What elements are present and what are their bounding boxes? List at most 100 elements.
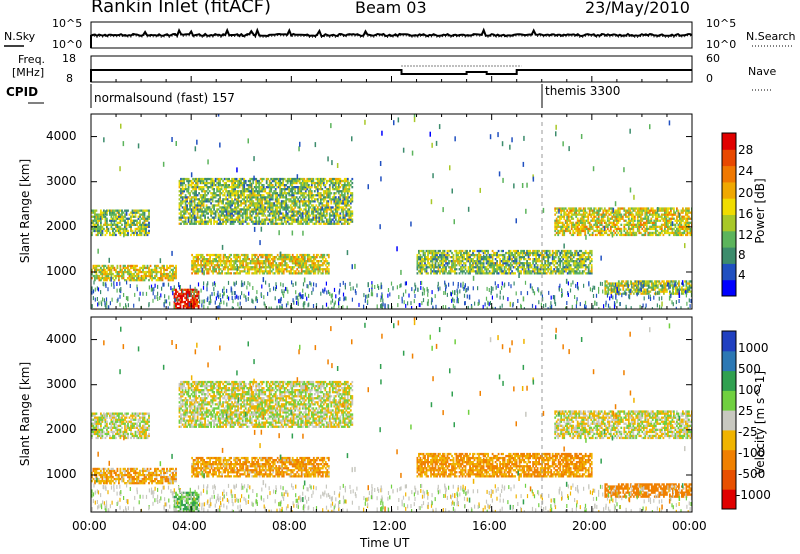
power-cell bbox=[538, 270, 540, 273]
power-cell bbox=[155, 268, 158, 272]
power-cell bbox=[315, 222, 318, 225]
power-cell bbox=[183, 220, 185, 223]
power-cell bbox=[281, 272, 284, 275]
power-cell bbox=[560, 272, 563, 275]
power-cell bbox=[192, 192, 194, 195]
power-cell bbox=[571, 260, 574, 263]
power-cell bbox=[602, 233, 605, 237]
power-cell bbox=[562, 264, 565, 267]
power-cell bbox=[446, 251, 449, 255]
power-cell bbox=[219, 256, 222, 259]
power-cell bbox=[316, 206, 319, 209]
power-cell bbox=[136, 227, 138, 231]
power-cell bbox=[624, 209, 627, 212]
power-cell bbox=[572, 223, 575, 226]
power-cell bbox=[326, 270, 329, 273]
power-cell bbox=[500, 268, 503, 271]
power-cell bbox=[273, 212, 276, 215]
power-cell bbox=[244, 196, 247, 199]
power-cell bbox=[197, 256, 199, 259]
power-cell bbox=[103, 213, 105, 216]
power-cell bbox=[578, 249, 581, 253]
power-cell bbox=[517, 266, 519, 269]
power-cell bbox=[122, 266, 125, 270]
power-cell bbox=[115, 277, 117, 280]
power-cell bbox=[609, 211, 612, 214]
power-cell bbox=[190, 196, 193, 199]
power-cell bbox=[309, 206, 312, 209]
power-cell bbox=[128, 223, 131, 226]
power-cell bbox=[283, 214, 286, 217]
power-cell bbox=[201, 179, 203, 183]
power-cell bbox=[542, 268, 545, 271]
power-cell bbox=[470, 253, 473, 257]
power-cell bbox=[626, 231, 629, 235]
power-cell bbox=[192, 200, 194, 203]
power-cell bbox=[292, 214, 295, 217]
power-cell bbox=[330, 214, 333, 217]
power-cell bbox=[313, 208, 316, 211]
power-cell bbox=[279, 216, 282, 219]
power-cell bbox=[512, 249, 515, 253]
power-cell bbox=[312, 256, 315, 259]
power-cell bbox=[287, 270, 290, 273]
power-cell bbox=[322, 194, 325, 197]
power-cell bbox=[190, 208, 193, 211]
power-cell bbox=[639, 231, 642, 235]
power-cell bbox=[191, 300, 194, 304]
power-cell bbox=[124, 268, 126, 272]
power-cell bbox=[614, 209, 617, 212]
power-cell bbox=[97, 223, 99, 226]
power-cell bbox=[255, 194, 258, 197]
power-cell bbox=[575, 262, 578, 265]
power-cell bbox=[310, 198, 313, 201]
power-cell bbox=[351, 220, 354, 223]
power-cell bbox=[103, 227, 105, 231]
power-cell bbox=[232, 220, 235, 223]
power-cell bbox=[348, 184, 351, 187]
power-cell bbox=[149, 268, 152, 272]
power-cell bbox=[307, 186, 310, 189]
power-cell bbox=[334, 204, 337, 207]
power-cell bbox=[333, 202, 336, 205]
power-cell bbox=[203, 256, 205, 259]
power-cell bbox=[562, 258, 565, 261]
power-cell bbox=[145, 277, 147, 280]
power-cell bbox=[239, 272, 241, 275]
power-cell bbox=[109, 266, 111, 270]
power-cell bbox=[322, 198, 325, 201]
power-cell bbox=[597, 207, 600, 210]
power-cell bbox=[635, 213, 638, 216]
power-cell bbox=[635, 225, 638, 228]
power-cell bbox=[235, 190, 238, 193]
power-cell bbox=[535, 258, 537, 261]
power-cell bbox=[255, 181, 258, 185]
power-cell bbox=[458, 251, 461, 255]
power-cell bbox=[575, 211, 578, 214]
power-cell bbox=[460, 260, 462, 263]
power-cell bbox=[558, 229, 561, 233]
power-cell bbox=[195, 220, 197, 223]
power-cell bbox=[255, 268, 258, 271]
power-cell bbox=[202, 177, 205, 181]
power-cell bbox=[511, 270, 513, 273]
power-cell bbox=[503, 253, 506, 257]
power-cell bbox=[203, 262, 205, 265]
power-cell bbox=[527, 262, 530, 265]
power-cell bbox=[319, 206, 322, 209]
power-cell bbox=[175, 266, 177, 270]
power-cell bbox=[255, 204, 258, 207]
power-cell bbox=[318, 196, 321, 199]
power-cell bbox=[261, 194, 264, 197]
power-cell bbox=[491, 272, 494, 275]
power-cell bbox=[479, 256, 482, 259]
power-cell bbox=[118, 279, 120, 282]
power-cell bbox=[452, 270, 455, 273]
power-cell bbox=[566, 260, 569, 263]
power-cell bbox=[337, 206, 340, 209]
power-cell bbox=[151, 277, 153, 280]
power-cell bbox=[575, 268, 578, 271]
power-cell bbox=[460, 249, 462, 253]
power-cell bbox=[214, 210, 217, 213]
power-cell bbox=[313, 184, 316, 187]
